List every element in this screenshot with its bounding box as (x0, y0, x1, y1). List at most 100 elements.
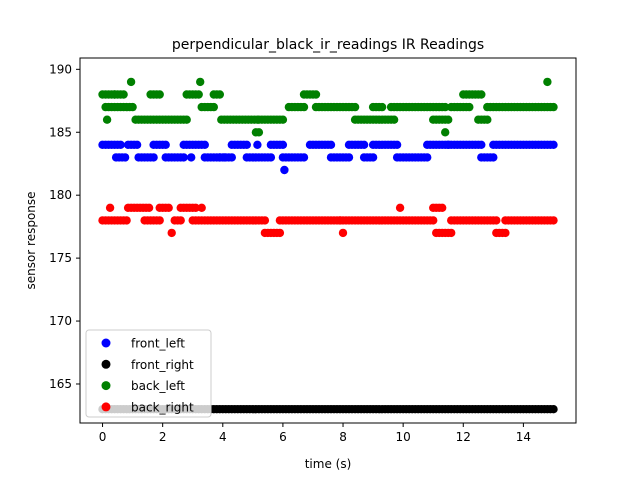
legend-marker (101, 402, 111, 412)
series-back_left (98, 77, 558, 137)
x-axis: 0 2 4 6 8 10 12 14 (99, 423, 531, 444)
data-point (278, 115, 288, 124)
data-point (549, 140, 558, 149)
data-point (344, 153, 354, 162)
data-point (187, 153, 196, 162)
data-point (326, 140, 336, 149)
chart-title: perpendicular_black_ir_readings IR Readi… (172, 37, 484, 53)
data-point (278, 140, 288, 149)
data-point (197, 203, 206, 212)
data-point (477, 90, 486, 99)
y-tick-label: 190 (49, 62, 72, 76)
data-point (483, 115, 492, 124)
legend-box (85, 329, 212, 418)
data-point (215, 90, 224, 99)
y-axis: 165 170 175 180 185 190 (49, 62, 80, 391)
data-point (164, 203, 173, 212)
data-point (447, 228, 456, 238)
data-point (182, 115, 191, 124)
data-point (144, 203, 154, 212)
legend: front_left front_right back_left back_right (85, 329, 212, 418)
series-back_right (98, 203, 558, 238)
data-point (191, 203, 200, 212)
y-tick-label: 170 (49, 314, 72, 328)
data-point (359, 140, 369, 149)
data-point (549, 216, 558, 225)
data-point (501, 228, 510, 238)
legend-marker (101, 359, 111, 369)
data-point (311, 90, 321, 99)
x-tick-label: 10 (396, 430, 411, 444)
data-point (543, 77, 552, 87)
data-point (116, 140, 125, 149)
data-point (126, 77, 136, 87)
data-point (441, 102, 450, 112)
legend-marker (101, 381, 111, 391)
legend-label: front_right (131, 358, 194, 372)
data-point (105, 203, 115, 212)
data-point (275, 228, 285, 238)
x-tick-label: 12 (456, 430, 471, 444)
data-point (477, 140, 486, 149)
data-point (377, 102, 387, 112)
data-point (389, 115, 399, 124)
data-point (196, 77, 205, 87)
data-point (465, 102, 474, 112)
data-point (444, 140, 453, 149)
data-point (423, 153, 432, 162)
legend-label: back_right (131, 400, 194, 414)
data-point (266, 153, 276, 162)
data-point (299, 102, 309, 112)
data-point (260, 216, 270, 225)
data-point (438, 203, 447, 212)
data-point (254, 128, 264, 137)
data-point (149, 153, 158, 162)
series-front_left (98, 140, 558, 175)
legend-label: front_left (131, 337, 185, 351)
data-point (119, 90, 128, 99)
data-point (194, 90, 203, 99)
plot-frame (79, 57, 577, 424)
data-point (167, 228, 176, 238)
x-tick-label: 8 (339, 430, 347, 444)
x-tick-label: 14 (516, 430, 531, 444)
data-point (161, 140, 170, 149)
data-point (128, 102, 137, 112)
legend-marker (101, 338, 111, 348)
data-point (227, 153, 236, 162)
data-point (429, 216, 438, 225)
data-point (179, 153, 188, 162)
data-point (253, 140, 262, 149)
data-point (155, 216, 164, 225)
data-point (392, 140, 402, 149)
data-point (280, 165, 289, 175)
x-tick-label: 2 (159, 430, 167, 444)
y-tick-label: 180 (49, 188, 72, 202)
y-axis-label: sensor response (24, 191, 38, 289)
data-point (299, 153, 309, 162)
plot-marks (98, 77, 558, 414)
data-point (444, 115, 453, 124)
data-point (338, 228, 348, 238)
data-point (549, 102, 558, 112)
x-tick-label: 4 (219, 430, 227, 444)
data-point (155, 90, 164, 99)
x-tick-label: 6 (279, 430, 287, 444)
y-tick-label: 185 (49, 125, 72, 139)
data-point (441, 128, 450, 137)
data-point (549, 405, 558, 414)
data-point (350, 102, 360, 112)
data-point (132, 140, 142, 149)
data-point (176, 216, 185, 225)
data-point (395, 203, 405, 212)
legend-label: back_left (131, 379, 185, 393)
data-point (492, 216, 501, 225)
x-tick-label: 0 (99, 430, 107, 444)
data-point (242, 140, 251, 149)
data-point (102, 115, 112, 124)
data-point (200, 140, 209, 149)
data-point (368, 153, 378, 162)
data-point (220, 153, 229, 162)
y-tick-label: 165 (49, 377, 72, 391)
